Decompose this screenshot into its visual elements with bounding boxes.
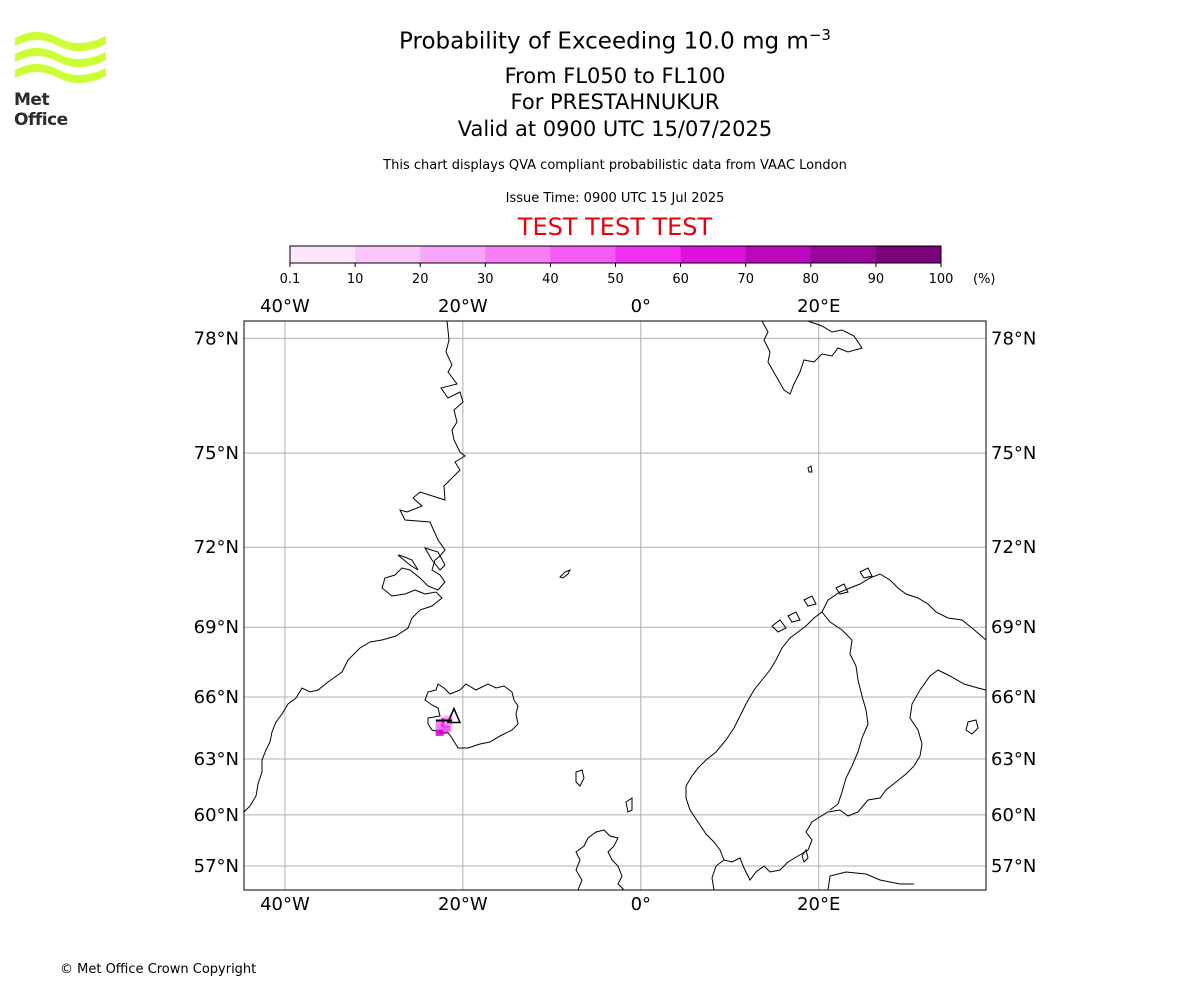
coastline-greenland-fjord [397, 554, 419, 571]
latitude-label: 78°N [991, 328, 1036, 349]
longitude-label: 0° [631, 894, 651, 915]
coastline-shetland [625, 797, 633, 813]
coastline-faroe [575, 769, 585, 787]
longitude-label: 20°E [797, 296, 840, 317]
coastlines [244, 321, 986, 890]
plume-cell [435, 719, 444, 730]
coastline-jan-mayen [559, 569, 572, 579]
coastline-bear-island [807, 465, 813, 473]
title-exponent: −3 [808, 26, 831, 44]
graticule [244, 321, 986, 890]
flight-levels: From FL050 to FL100 [504, 64, 726, 88]
longitude-label: 20°E [797, 894, 840, 915]
latitude-label: 66°N [991, 687, 1036, 708]
valid-time: Valid at 0900 UTC 15/07/2025 [457, 117, 773, 141]
longitude-label: 40°W [260, 296, 310, 317]
latitude-label: 75°N [991, 443, 1036, 464]
title-main: Probability of Exceeding 10.0 mg m [399, 28, 809, 55]
latitude-labels-right: 78°N 75°N 72°N 69°N 66°N 63°N 60°N 57°N [991, 328, 1036, 877]
latitude-label: 57°N [991, 856, 1036, 877]
latitude-label: 60°N [194, 805, 239, 826]
chart-title: Probability of Exceeding 10.0 mg m−3 [0, 26, 1200, 55]
coastline-gotland [801, 848, 809, 863]
volcano-name: For PRESTAHNUKUR [510, 90, 720, 114]
logo-text: Met Office [14, 90, 68, 130]
latitude-label: 75°N [194, 443, 239, 464]
latitude-label: 72°N [991, 537, 1036, 558]
latitude-labels-left: 78°N 75°N 72°N 69°N 66°N 63°N 60°N 57°N [194, 328, 239, 877]
longitude-label: 20°W [438, 894, 488, 915]
coastline-baltic [827, 871, 914, 890]
coastline-scotland [575, 829, 625, 890]
coastline-islands-north [771, 567, 873, 633]
latitude-label: 57°N [194, 856, 239, 877]
chart-description: This chart displays QVA compliant probab… [383, 158, 847, 173]
coastline-greenland [244, 321, 466, 813]
coastline-scandinavia [685, 573, 986, 890]
coastline-svalbard [761, 321, 863, 395]
latitude-label: 60°N [991, 805, 1036, 826]
longitude-label: 0° [631, 296, 651, 317]
latitude-label: 72°N [194, 537, 239, 558]
longitude-labels-bottom: 40°W 20°W 0° 20°E [260, 894, 840, 915]
coastline-lake [965, 719, 979, 735]
latitude-label: 78°N [194, 328, 239, 349]
coastline-greenland-fjord2 [423, 547, 446, 571]
longitude-label: 20°W [438, 296, 488, 317]
latitude-label: 63°N [194, 749, 239, 770]
coastline-iceland [424, 683, 519, 749]
copyright-notice: © Met Office Crown Copyright [60, 962, 257, 977]
latitude-label: 69°N [991, 617, 1036, 638]
latitude-label: 69°N [194, 617, 239, 638]
latitude-label: 66°N [194, 687, 239, 708]
test-banner: TEST TEST TEST [517, 213, 713, 241]
issue-time: Issue Time: 0900 UTC 15 Jul 2025 [505, 191, 725, 206]
met-office-logo: Met Office [14, 30, 108, 130]
longitude-labels-top: 40°W 20°W 0° 20°E [260, 296, 840, 317]
map-frame [243, 320, 987, 891]
latitude-label: 63°N [991, 749, 1036, 770]
met-office-waves-icon [15, 32, 106, 84]
longitude-label: 40°W [260, 894, 310, 915]
volcano-marker-icon [435, 706, 462, 724]
